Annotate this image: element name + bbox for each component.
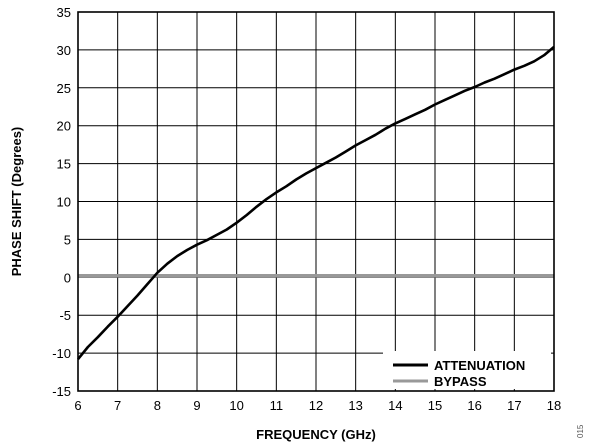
x-tick-label: 14 [388,398,402,413]
legend: ATTENUATION BYPASS [383,351,551,389]
series-line-attenuation [76,45,555,361]
y-tick-label: -10 [52,346,71,361]
x-tick-labels: 6 7 8 9 10 11 12 13 14 15 16 17 18 [74,398,561,413]
y-tick-label: 5 [64,232,71,247]
y-tick-label: 35 [57,5,71,20]
x-tick-label: 17 [507,398,521,413]
grid-lines [77,11,555,392]
y-tick-label: 30 [57,43,71,58]
x-tick-label: 15 [428,398,442,413]
x-axis-title: FREQUENCY (GHz) [256,427,376,442]
x-tick-label: 11 [270,398,284,413]
plot-frame [77,11,555,392]
y-tick-label: -15 [52,384,71,399]
x-tick-label: 10 [229,398,243,413]
x-tick-label: 9 [193,398,200,413]
y-tick-label: 0 [64,270,71,285]
y-tick-label: 25 [57,81,71,96]
x-tick-label: 7 [114,398,121,413]
legend-background [383,351,551,389]
series-lines [76,45,555,361]
y-tick-label: 10 [57,195,71,210]
x-tick-label: 13 [348,398,362,413]
y-tick-labels: -15 -10 -5 0 5 10 15 20 25 30 35 [52,5,71,399]
y-tick-label: 20 [57,119,71,134]
x-tick-label: 6 [74,398,81,413]
x-tick-label: 16 [467,398,481,413]
y-tick-label: 15 [57,157,71,172]
legend-label-attenuation: ATTENUATION [434,358,525,373]
figure-code: 015 [576,424,585,438]
legend-label-bypass: BYPASS [434,374,487,389]
y-tick-label: -5 [59,308,71,323]
x-tick-label: 18 [547,398,561,413]
x-tick-label: 12 [309,398,323,413]
x-tick-label: 8 [154,398,161,413]
y-axis-title: PHASE SHIFT (Degrees) [9,127,24,277]
